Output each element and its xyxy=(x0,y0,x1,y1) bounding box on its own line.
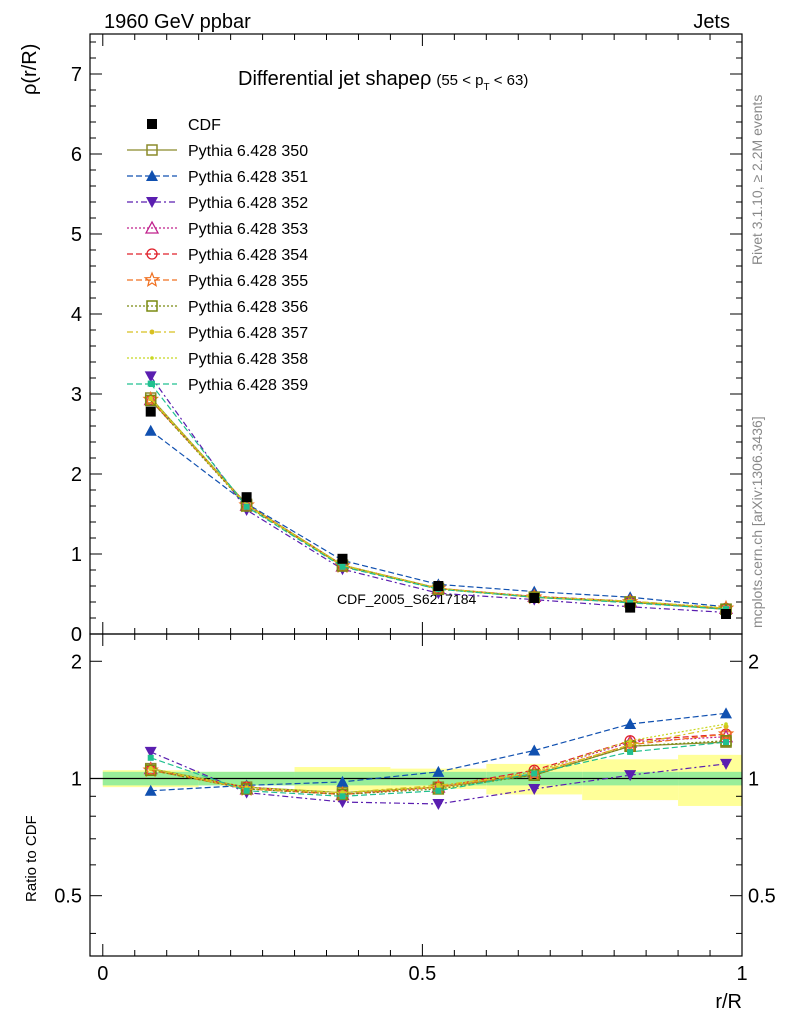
data-point xyxy=(145,406,156,417)
ratio-plot-area: 0 0.5 1 0.5 0.5 1 1 2 2 xyxy=(54,633,776,985)
legend-label: CDF xyxy=(188,117,221,134)
series-point xyxy=(339,563,346,570)
ratio-point xyxy=(628,738,632,743)
ratio-point xyxy=(720,707,733,719)
data-point xyxy=(529,593,540,603)
legend-marker xyxy=(150,356,154,360)
ratio-frame xyxy=(89,633,743,957)
series-line xyxy=(150,399,727,609)
x-tick-label: 1 xyxy=(736,963,747,985)
legend-label: Pythia 6.428 352 xyxy=(188,195,308,212)
series-line xyxy=(150,397,727,610)
ratio-point xyxy=(724,722,728,726)
ratio-point xyxy=(624,718,637,730)
legend-marker xyxy=(143,271,161,288)
ratio-point xyxy=(624,770,637,782)
series-point xyxy=(144,371,157,383)
ratio-point xyxy=(720,734,732,747)
ratio-y-tick-label-right: 0.5 xyxy=(748,886,776,908)
legend-marker xyxy=(146,248,158,260)
series-point xyxy=(143,392,158,406)
x-axis-label: r/R xyxy=(715,991,742,1013)
legend-marker xyxy=(144,220,160,234)
header-left: 1960 GeV ppbar xyxy=(104,11,251,33)
series-point xyxy=(148,396,153,400)
legend-marker xyxy=(146,144,158,156)
top-y-axis-label: ρ(r/R) xyxy=(19,44,41,95)
data-point xyxy=(337,553,348,564)
ratio-y-tick-label: 1 xyxy=(71,768,82,790)
bottom-y-axis-label: Ratio to CDF xyxy=(23,815,40,902)
y-tick-label: 4 xyxy=(71,304,82,326)
legend: CDF Pythia 6.428 350 Pythia 6.428 351 Pythi… xyxy=(127,117,308,394)
ratio-point xyxy=(528,783,541,795)
ratio-point xyxy=(147,754,154,761)
ratio-point xyxy=(717,725,735,742)
series-point xyxy=(144,394,157,407)
x-tick-label: 0 xyxy=(97,963,108,985)
series-line xyxy=(150,399,727,609)
legend-label: Pythia 6.428 354 xyxy=(188,247,308,264)
ratio-point xyxy=(432,765,445,777)
analysis-watermark: CDF_2005_S6217184 xyxy=(337,591,477,607)
mcplots-label: mcplots.cern.ch [arXiv:1306.3436] xyxy=(749,416,765,628)
ratio-point xyxy=(531,770,538,777)
legend-label: Pythia 6.428 358 xyxy=(188,351,308,368)
ratio-point xyxy=(435,787,442,794)
rivet-label: Rivet 3.1.10, ≥ 2.2M events xyxy=(749,95,765,265)
series-line xyxy=(150,397,727,609)
legend-label: Pythia 6.428 356 xyxy=(188,299,308,316)
legend-label: Pythia 6.428 350 xyxy=(188,143,308,160)
data-point xyxy=(625,602,636,613)
series-line xyxy=(150,398,727,609)
legend-marker xyxy=(146,197,158,208)
ratio-point xyxy=(339,793,346,800)
legend-marker-data xyxy=(147,119,157,129)
ratio-point xyxy=(336,788,349,801)
header-right: Jets xyxy=(693,11,730,33)
series-point xyxy=(144,424,157,436)
ratio-point xyxy=(627,742,633,748)
legend-label: Pythia 6.428 359 xyxy=(188,377,308,394)
legend-label: Pythia 6.428 357 xyxy=(188,325,308,342)
ratio-point xyxy=(432,798,445,810)
y-tick-label: 6 xyxy=(71,144,82,166)
ratio-point xyxy=(627,748,634,755)
y-tick-label: 2 xyxy=(71,464,82,486)
y-tick-label: 5 xyxy=(71,224,82,246)
ratio-point xyxy=(336,775,349,787)
y-tick-label: 7 xyxy=(71,64,82,86)
series-line xyxy=(150,399,727,610)
legend-marker xyxy=(149,329,155,335)
legend-label: Pythia 6.428 353 xyxy=(188,221,308,238)
y-tick-label: 0 xyxy=(71,624,82,646)
x-tick-label: 0.5 xyxy=(408,963,436,985)
chart-title: Differential jet shapeρ (55 < pT < 63) xyxy=(238,68,528,93)
legend-marker xyxy=(146,170,158,181)
ratio-point xyxy=(723,739,730,746)
legend-marker xyxy=(149,381,155,387)
ratio-point xyxy=(148,766,153,771)
series-point xyxy=(243,503,250,510)
y-tick-label: 1 xyxy=(71,544,82,566)
ratio-point xyxy=(144,784,157,796)
ratio-y-tick-label: 0.5 xyxy=(54,886,82,908)
legend-label: Pythia 6.428 355 xyxy=(188,273,308,290)
series-line xyxy=(150,399,727,609)
ratio-point xyxy=(144,746,157,758)
legend-label: Pythia 6.428 351 xyxy=(188,169,308,186)
data-point xyxy=(241,492,252,503)
ratio-y-tick-label: 2 xyxy=(71,651,82,673)
y-tick-label: 3 xyxy=(71,384,82,406)
data-point xyxy=(433,581,444,591)
top-plot-area: 0 1 2 3 4 5 6 7 CDF_2005_S6217184 xyxy=(71,33,743,646)
ratio-y-tick-label-right: 1 xyxy=(748,768,759,790)
ratio-point xyxy=(243,787,250,794)
data-point xyxy=(721,609,732,619)
ratio-y-tick-label-right: 2 xyxy=(748,651,759,673)
legend-marker xyxy=(146,300,158,312)
ratio-point xyxy=(720,758,733,770)
ratio-point xyxy=(528,744,541,756)
